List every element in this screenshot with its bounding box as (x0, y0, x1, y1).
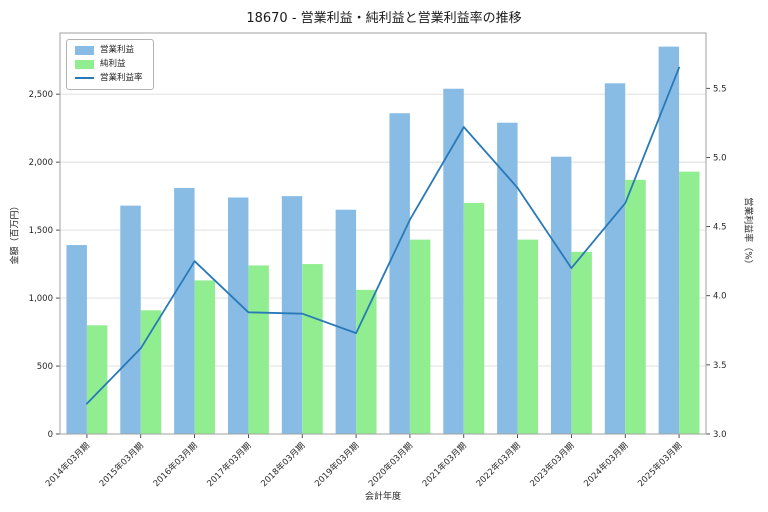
x-axis-tick-label: 2015年03月期 (97, 440, 146, 489)
right-axis-tick-label: 5.5 (713, 84, 727, 94)
bar-営業利益-2018年03月期 (281, 196, 303, 434)
bar-純利益-2016年03月期 (194, 280, 216, 434)
right-axis-tick-label: 5.0 (713, 153, 727, 163)
x-axis-tick-label: 2025年03月期 (635, 440, 684, 489)
bar-純利益-2024年03月期 (625, 179, 646, 434)
right-axis-title: 営業利益率（%） (742, 197, 753, 269)
bar-純利益-2014年03月期 (86, 325, 108, 434)
left-axis-tick-label: 500 (37, 362, 53, 372)
legend-swatch-operating-margin-line (75, 77, 94, 80)
legend-swatch-operating-profit (75, 46, 94, 55)
legend-label-net-profit: 純利益 (100, 59, 126, 70)
legend-item-operating-profit: 営業利益 (75, 46, 143, 55)
legend: 営業利益 純利益 営業利益率 (66, 39, 154, 90)
bar-純利益-2025年03月期 (679, 171, 700, 434)
bar-純利益-2015年03月期 (140, 310, 162, 434)
line-営業利益率 (86, 66, 680, 405)
bar-営業利益-2023年03月期 (550, 156, 572, 434)
bar-営業利益-2015年03月期 (120, 205, 141, 434)
x-axis-tick-label: 2016年03月期 (151, 440, 200, 489)
bar-純利益-2020年03月期 (409, 239, 431, 434)
bar-営業利益-2019年03月期 (335, 209, 357, 434)
bar-営業利益-2025年03月期 (658, 46, 680, 435)
right-axis-tick-label: 4.5 (713, 223, 727, 233)
legend-label-operating-margin: 営業利益率 (100, 73, 143, 83)
left-axis-tick-label: 1,000 (29, 294, 53, 304)
bar-純利益-2017年03月期 (248, 265, 269, 434)
left-axis-tick-label: 2,000 (29, 158, 53, 168)
chart-title: 18670 - 営業利益・純利益と営業利益率の推移 (246, 11, 522, 26)
legend-swatch-net-profit (75, 60, 94, 69)
bar-純利益-2018年03月期 (302, 264, 323, 434)
legend-item-net-profit: 純利益 (75, 60, 143, 69)
x-axis-tick-label: 2019年03月期 (312, 440, 361, 489)
plot-area (60, 33, 706, 434)
bar-営業利益-2017年03月期 (227, 197, 249, 434)
bar-営業利益-2021年03月期 (443, 88, 464, 434)
x-axis-tick-label: 2024年03月期 (582, 440, 631, 489)
bar-営業利益-2022年03月期 (497, 122, 518, 434)
x-axis-title: 会計年度 (364, 492, 401, 502)
bar-純利益-2021年03月期 (463, 202, 485, 434)
bar-営業利益-2024年03月期 (604, 83, 626, 434)
legend-item-operating-margin: 営業利益率 (75, 74, 143, 83)
right-axis-tick-label: 3.5 (713, 361, 727, 371)
x-axis-tick-label: 2022年03月期 (474, 440, 523, 489)
bar-純利益-2019年03月期 (356, 289, 377, 434)
bar-営業利益-2014年03月期 (66, 245, 87, 434)
x-axis-tick-label: 2017年03月期 (205, 440, 254, 489)
bar-純利益-2022年03月期 (517, 239, 539, 434)
legend-label-operating-profit: 営業利益 (100, 45, 135, 56)
plot-border (59, 32, 707, 435)
left-axis-tick-label: 0 (48, 430, 53, 440)
x-axis-tick-label: 2021年03月期 (420, 440, 469, 489)
bar-営業利益-2020年03月期 (389, 113, 410, 434)
right-axis-tick-label: 4.0 (713, 292, 727, 302)
x-axis-tick-label: 2023年03月期 (528, 440, 577, 489)
left-axis-title: 金額（百万円） (10, 201, 21, 265)
left-axis-tick-label: 2,500 (29, 90, 53, 100)
x-axis-tick-label: 2020年03月期 (366, 440, 415, 489)
x-axis-tick-label: 2018年03月期 (259, 440, 308, 489)
bar-営業利益-2016年03月期 (174, 187, 195, 434)
right-axis-tick-label: 3.0 (713, 430, 727, 440)
x-axis-tick-label: 2014年03月期 (43, 440, 92, 489)
bar-純利益-2023年03月期 (571, 251, 592, 434)
left-axis-tick-label: 1,500 (29, 226, 53, 236)
